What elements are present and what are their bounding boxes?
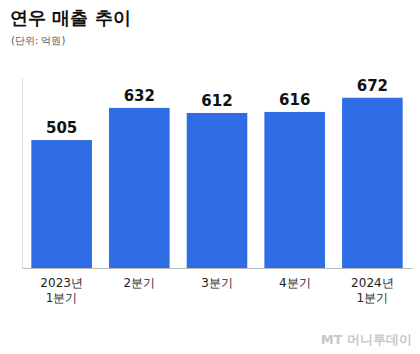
data-label: 505 (46, 119, 77, 137)
plot: 2023년1분기 2분기 3분기 4분기 2024년1분기 505 632 612 616 672 (23, 77, 413, 305)
bars (31, 98, 402, 268)
bar (187, 113, 248, 268)
x-axis-line (23, 268, 413, 269)
x-tick-label: 2024년1분기 (351, 276, 394, 305)
title: 연우 매출 추이 (10, 7, 131, 28)
data-labels: 505 632 612 616 672 (46, 77, 388, 137)
x-tick: 2분기 (123, 268, 155, 290)
data-label: 616 (279, 91, 310, 109)
x-tick: 3분기 (201, 268, 233, 290)
x-tick: 4분기 (279, 268, 311, 290)
x-tick: 2023년1분기 (40, 268, 83, 305)
bar (342, 98, 403, 268)
data-label: 632 (124, 87, 155, 105)
data-label: 612 (201, 92, 232, 110)
y-axis-line (22, 79, 23, 269)
subtitle: (단위: 억원) (11, 35, 65, 46)
y-axis (22, 79, 23, 269)
x-tick-label: 2023년1분기 (40, 276, 83, 305)
x-tick-label: 3분기 (201, 276, 233, 290)
watermark: MT 머니투데이 (321, 332, 412, 347)
x-tick-label: 2분기 (123, 276, 155, 290)
data-label: 672 (357, 77, 388, 95)
bar (109, 108, 170, 268)
x-axis: 2023년1분기 2분기 3분기 4분기 2024년1분기 (23, 268, 413, 305)
x-tick: 2024년1분기 (351, 268, 394, 305)
bar (264, 112, 325, 268)
x-tick-label: 4분기 (279, 276, 311, 290)
bar (31, 140, 92, 268)
chart: 연우 매출 추이 (단위: 억원) 2023년1분기 2분기 3분기 4분기 2024년1분… (0, 0, 420, 354)
